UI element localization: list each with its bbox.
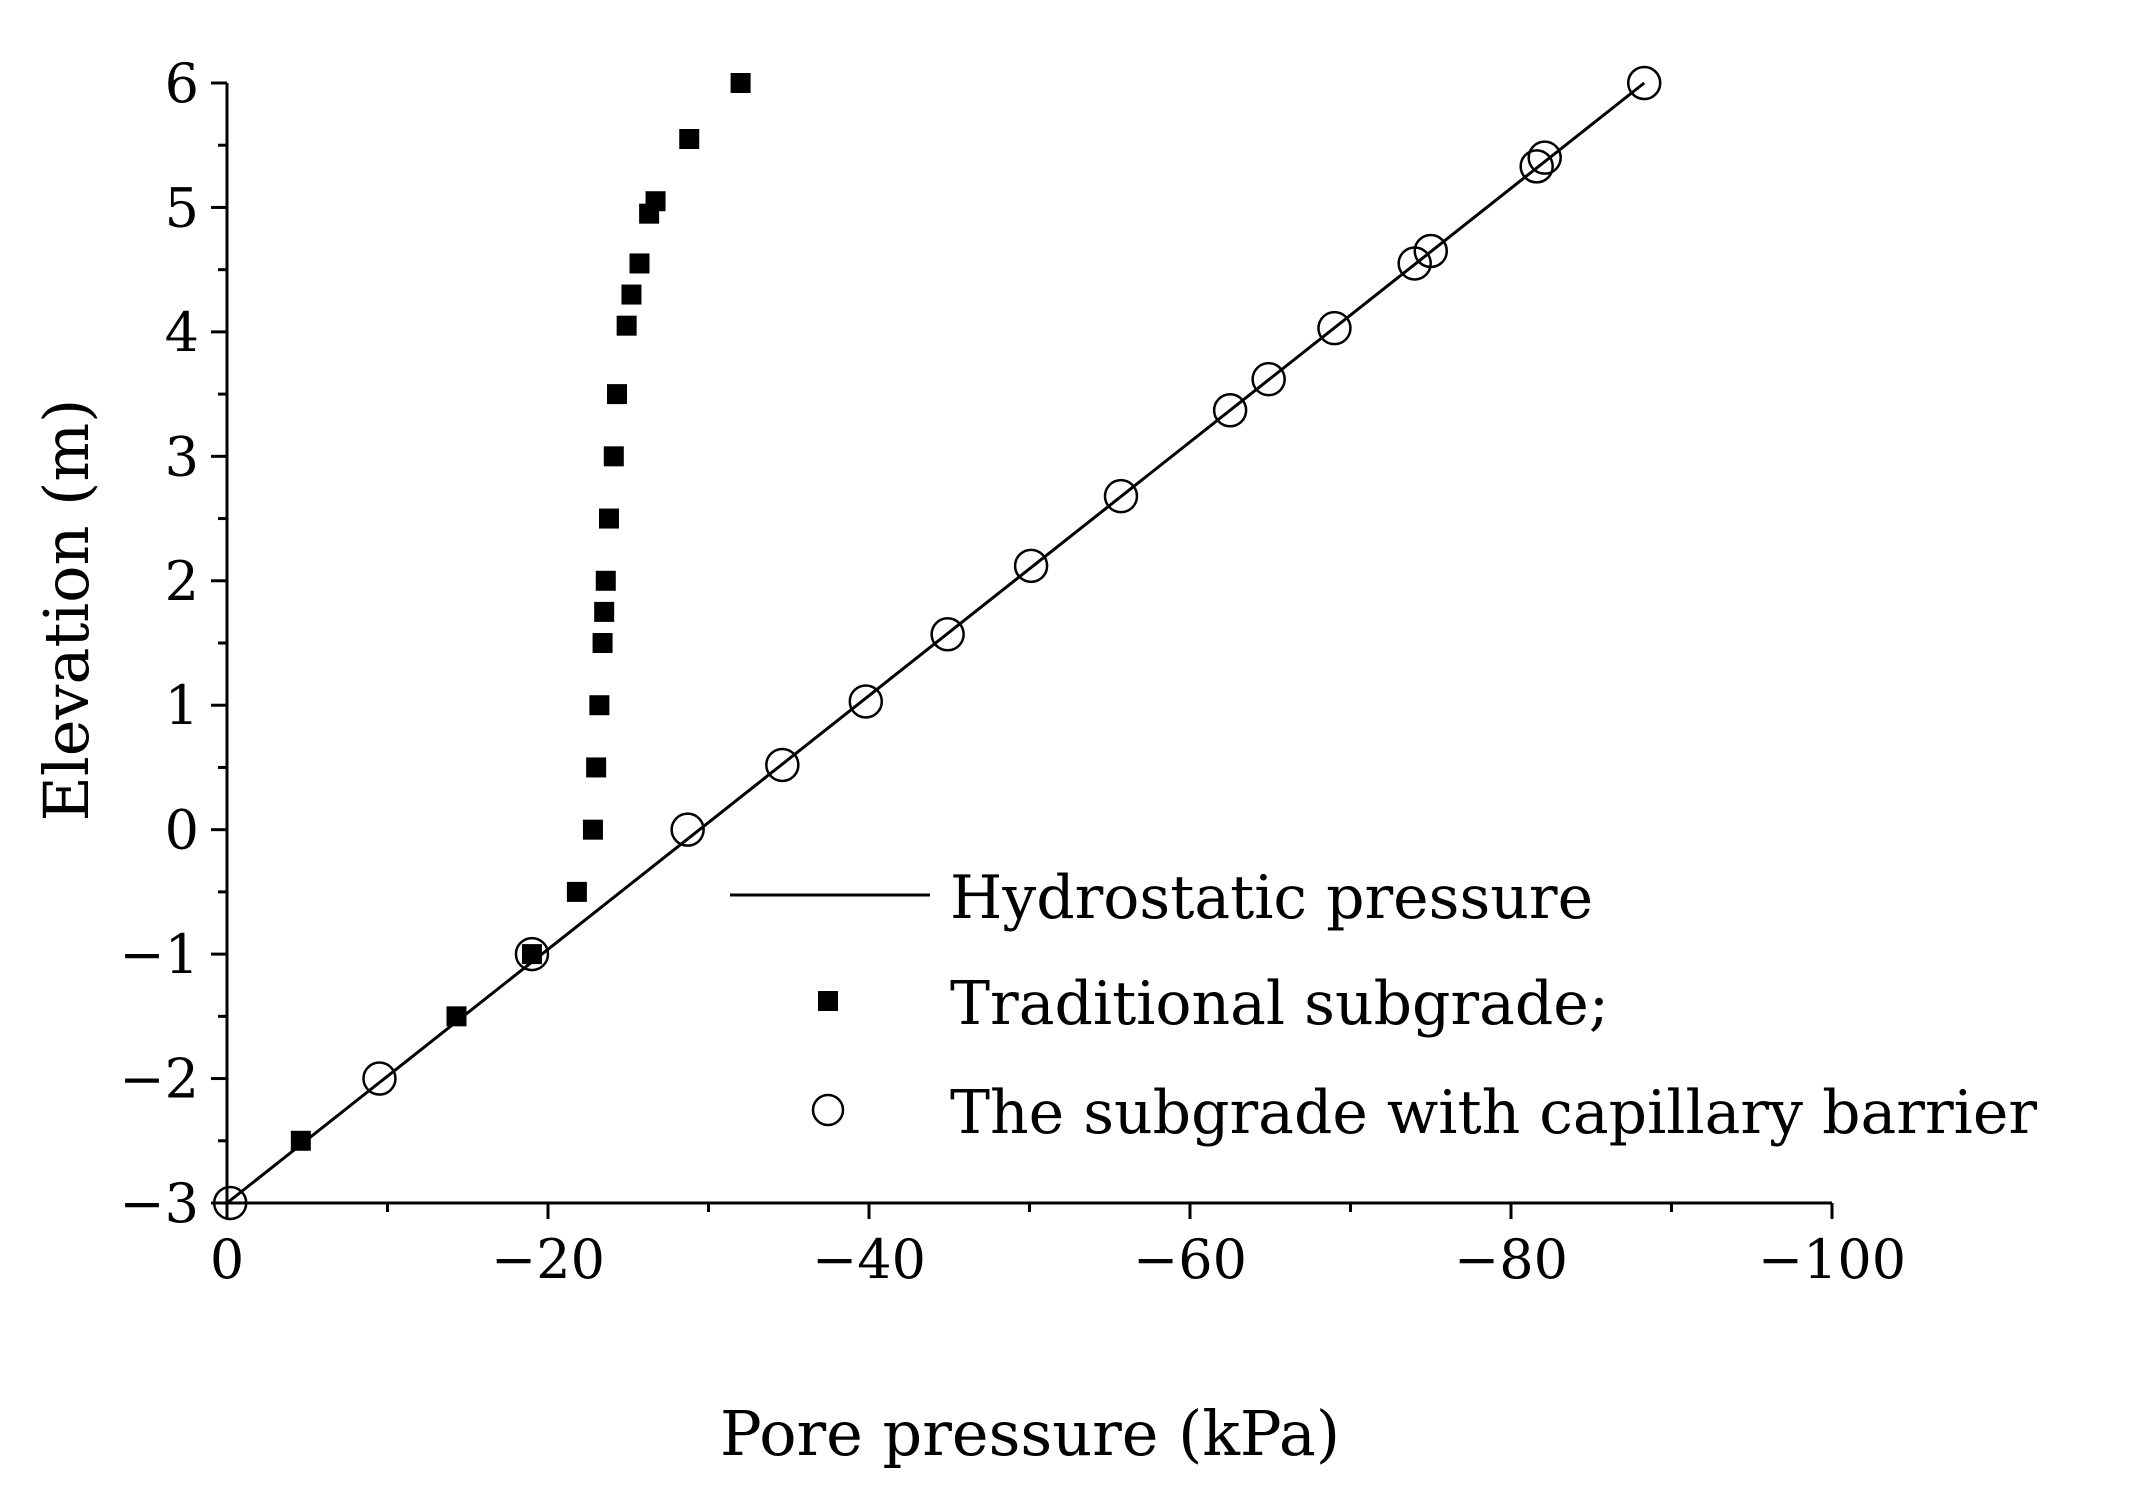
y-tick-label: 5 <box>165 176 199 239</box>
capillary-point <box>1013 548 1049 584</box>
capillary-point <box>1519 149 1554 184</box>
legend: Hydrostatic pressure Traditional subgrad… <box>730 863 2037 1148</box>
traditional-point <box>582 819 603 840</box>
x-tick-label: −80 <box>1454 1228 1568 1291</box>
capillary-point <box>1103 478 1139 514</box>
legend-label-traditional: Traditional subgrade; <box>950 969 1609 1039</box>
x-tick-label: −60 <box>1133 1228 1247 1291</box>
x-axis: 0 −20 −40 −60 −80 −100 <box>210 1201 1906 1291</box>
capillary-point <box>930 617 965 652</box>
traditional-point <box>616 315 637 336</box>
traditional-point <box>598 508 619 529</box>
y-tick-label: 4 <box>165 301 199 364</box>
y-tick-label: −3 <box>119 1172 199 1235</box>
capillary-point <box>212 1185 248 1221</box>
legend-marker-capillary <box>811 1093 845 1127</box>
y-tick-label: −2 <box>119 1048 199 1111</box>
capillary-point <box>1251 361 1286 397</box>
traditional-point <box>730 73 751 93</box>
legend-marker-traditional <box>818 991 838 1011</box>
y-tick-label: 6 <box>165 52 199 115</box>
traditional-point <box>595 570 616 591</box>
traditional-point <box>594 601 615 622</box>
traditional-point <box>629 253 650 274</box>
traditional-point <box>592 633 613 653</box>
capillary-point <box>1527 140 1562 175</box>
x-tick-label: −100 <box>1758 1228 1906 1291</box>
y-axis-title: Elevation (m) <box>30 399 103 822</box>
capillary-point <box>1317 310 1352 346</box>
traditional-point <box>679 129 700 149</box>
capillary-point <box>670 812 705 847</box>
y-tick-label: 2 <box>165 550 199 613</box>
traditional-point <box>566 881 587 902</box>
x-axis-title: Pore pressure (kPa) <box>720 1397 1340 1470</box>
x-tick-label: −20 <box>491 1228 605 1291</box>
y-tick-label: 3 <box>165 425 199 488</box>
y-tick-label: 0 <box>165 799 199 862</box>
capillary-point <box>514 936 550 972</box>
traditional-point <box>603 446 624 467</box>
traditional-point <box>589 695 610 716</box>
traditional-point <box>621 284 642 305</box>
y-ticks: −3 −2 −1 0 1 2 3 4 5 6 <box>119 52 227 1235</box>
y-tick-label: −1 <box>119 923 199 986</box>
x-tick-label: 0 <box>210 1228 244 1291</box>
traditional-point <box>607 384 628 405</box>
traditional-point <box>446 1006 467 1027</box>
traditional-point <box>586 757 607 778</box>
traditional-point <box>290 1130 311 1151</box>
capillary-point <box>848 684 884 719</box>
y-tick-label: 1 <box>165 674 199 737</box>
x-ticks: 0 −20 −40 −60 −80 −100 <box>210 1203 1906 1291</box>
legend-label-capillary: The subgrade with capillary barrier <box>950 1078 2037 1148</box>
y-axis: −3 −2 −1 0 1 2 3 4 5 6 <box>119 52 229 1235</box>
legend-label-hydrostatic: Hydrostatic pressure <box>950 863 1593 933</box>
capillary-point <box>765 747 800 783</box>
capillary-point <box>1626 65 1662 101</box>
capillary-point <box>1212 393 1248 428</box>
traditional-point <box>521 944 542 965</box>
series-layer <box>212 65 1662 1221</box>
x-tick-label: −40 <box>812 1228 926 1291</box>
capillary-point <box>362 1061 397 1096</box>
capillary-point <box>1397 246 1432 281</box>
traditional-point <box>639 203 660 224</box>
